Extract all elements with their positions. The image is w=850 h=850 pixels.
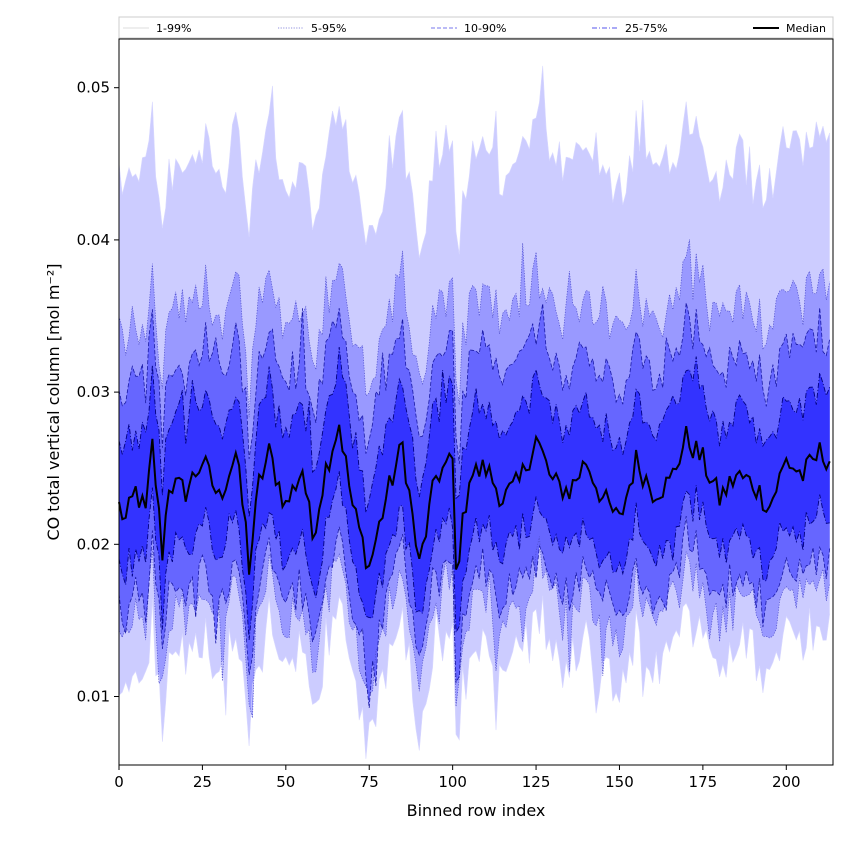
- x-tick-label: 75: [360, 773, 379, 791]
- x-tick-label: 25: [193, 773, 212, 791]
- band-1-99pct-upper-line: [118, 65, 830, 258]
- x-tick-label: 0: [114, 773, 124, 791]
- legend-label-10-90pct: 10-90%: [464, 22, 506, 35]
- band-25-75pct-upper-line: [118, 347, 831, 518]
- x-tick-label: 125: [522, 773, 551, 791]
- band-5-95pct-lower-line: [118, 536, 831, 719]
- y-axis-label: CO total vertical column [mol m⁻²]: [44, 263, 63, 540]
- x-tick-label: 200: [772, 773, 801, 791]
- band-25-75pct-lower-line: [118, 470, 830, 641]
- legend-label-1-99pct: 1-99%: [156, 22, 191, 35]
- band-5-95pct-upper-line: [118, 239, 831, 418]
- legend-label-5-95pct: 5-95%: [311, 22, 346, 35]
- legend: 1-99% 5-95% 10-90% 25-75% Median: [118, 16, 834, 39]
- x-tick-label: 175: [689, 773, 718, 791]
- percentile-band-lines: [118, 65, 831, 759]
- band-1-99pct-lower-line: [118, 595, 830, 759]
- plot-frame: [118, 38, 834, 766]
- band-25-75pct: [119, 347, 830, 640]
- median-layer: [118, 424, 831, 575]
- x-axis-label: Binned row index: [407, 801, 546, 820]
- y-tick-label: 0.05: [77, 79, 110, 97]
- y-tick-label: 0.01: [77, 688, 110, 706]
- legend-label-Median: Median: [786, 22, 826, 35]
- percentile-bands: [119, 65, 830, 759]
- y-tick-label: 0.04: [77, 231, 110, 249]
- legend-label-25-75pct: 25-75%: [625, 22, 667, 35]
- x-axis-ticks: 0 25 50 75 100 125 150 175 200: [114, 765, 801, 791]
- x-tick-label: 50: [276, 773, 295, 791]
- x-tick-label: 100: [438, 773, 467, 791]
- y-axis-ticks: 0.01 0.02 0.03 0.04 0.05: [77, 79, 119, 706]
- x-tick-label: 150: [605, 773, 634, 791]
- y-tick-label: 0.02: [77, 535, 110, 553]
- y-tick-label: 0.03: [77, 383, 110, 401]
- median-line: [118, 424, 831, 575]
- band-10-90pct-upper-line: [118, 302, 831, 464]
- legend-box: [118, 16, 834, 39]
